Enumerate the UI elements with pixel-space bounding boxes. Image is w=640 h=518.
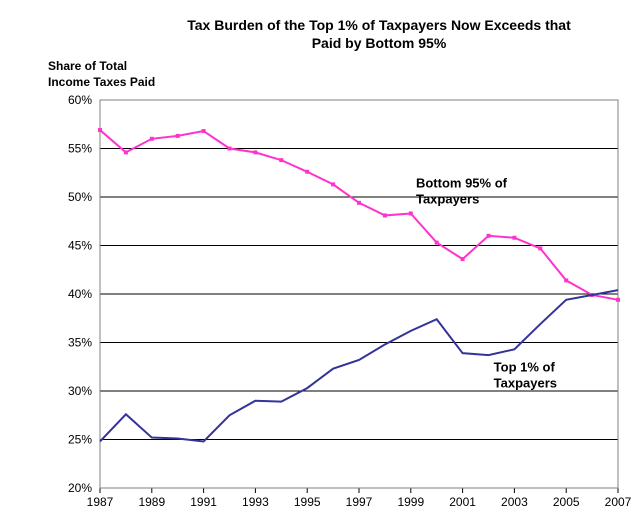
y-axis-title-line1: Share of Total xyxy=(48,59,127,73)
svg-text:1993: 1993 xyxy=(242,495,269,509)
label-top-1-line2: Taxpayers xyxy=(494,376,557,391)
svg-text:20%: 20% xyxy=(68,481,92,495)
svg-text:2007: 2007 xyxy=(605,495,632,509)
chart-title-line1: Tax Burden of the Top 1% of Taxpayers No… xyxy=(187,17,571,33)
svg-text:1991: 1991 xyxy=(190,495,217,509)
y-tick-labels: 20% 25% 30% 35% 40% 45% 50% 55% 60% xyxy=(68,93,92,495)
y-axis-title-line2: Income Taxes Paid xyxy=(48,75,155,89)
svg-text:1999: 1999 xyxy=(397,495,424,509)
label-bottom-95-line1: Bottom 95% of xyxy=(416,175,508,190)
svg-text:1989: 1989 xyxy=(138,495,165,509)
svg-text:2001: 2001 xyxy=(449,495,476,509)
svg-text:40%: 40% xyxy=(68,287,92,301)
svg-text:2003: 2003 xyxy=(501,495,528,509)
svg-text:50%: 50% xyxy=(68,190,92,204)
svg-text:45%: 45% xyxy=(68,239,92,253)
chart-title-line2: Paid by Bottom 95% xyxy=(312,35,447,51)
svg-text:30%: 30% xyxy=(68,384,92,398)
line-chart: Tax Burden of the Top 1% of Taxpayers No… xyxy=(0,0,640,518)
label-bottom-95-line2: Taxpayers xyxy=(416,191,479,206)
label-top-1-line1: Top 1% of xyxy=(494,360,556,375)
svg-text:25%: 25% xyxy=(68,433,92,447)
svg-text:55%: 55% xyxy=(68,142,92,156)
svg-text:1987: 1987 xyxy=(87,495,114,509)
svg-text:1997: 1997 xyxy=(346,495,373,509)
svg-text:2005: 2005 xyxy=(553,495,580,509)
svg-text:35%: 35% xyxy=(68,336,92,350)
svg-text:60%: 60% xyxy=(68,93,92,107)
svg-text:1995: 1995 xyxy=(294,495,321,509)
